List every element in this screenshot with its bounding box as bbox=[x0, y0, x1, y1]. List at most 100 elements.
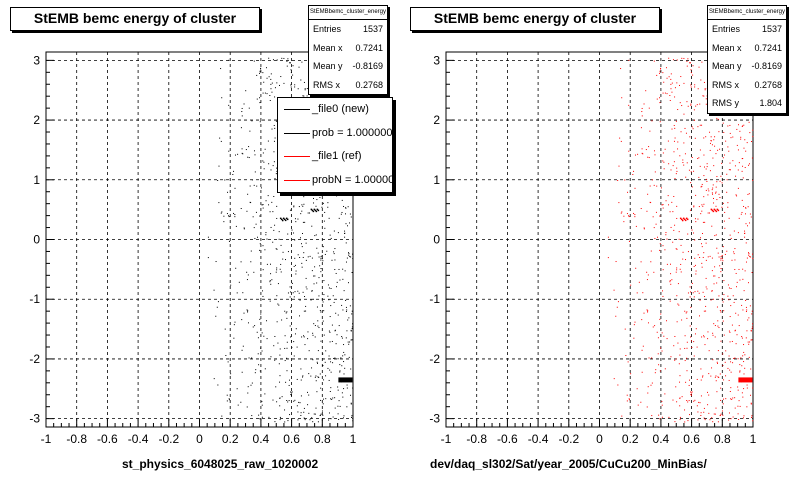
data-point bbox=[303, 335, 305, 337]
data-point bbox=[287, 58, 289, 60]
data-point bbox=[256, 74, 258, 76]
data-point bbox=[316, 282, 318, 284]
data-point bbox=[729, 331, 731, 333]
data-point bbox=[223, 221, 225, 223]
data-point bbox=[720, 255, 722, 257]
data-point bbox=[714, 235, 716, 237]
data-point bbox=[696, 346, 698, 348]
data-point bbox=[684, 409, 686, 411]
data-point bbox=[693, 400, 695, 402]
data-point bbox=[709, 149, 711, 151]
data-point bbox=[341, 304, 343, 306]
data-point bbox=[717, 421, 719, 423]
data-point bbox=[287, 292, 289, 294]
data-point bbox=[654, 325, 656, 327]
hot-spot-dot bbox=[684, 219, 687, 222]
data-point bbox=[303, 95, 305, 97]
data-point bbox=[721, 298, 723, 300]
data-point bbox=[646, 279, 648, 281]
data-point bbox=[349, 394, 351, 396]
data-point bbox=[717, 350, 719, 352]
data-point bbox=[262, 295, 264, 297]
data-point bbox=[710, 140, 712, 142]
data-point bbox=[295, 221, 297, 223]
data-point bbox=[744, 167, 746, 169]
data-point bbox=[352, 323, 354, 325]
data-point bbox=[286, 347, 288, 349]
data-point bbox=[739, 279, 741, 281]
data-point bbox=[216, 306, 218, 308]
data-point bbox=[247, 386, 249, 388]
data-point bbox=[316, 306, 318, 308]
data-point bbox=[260, 347, 262, 349]
data-point bbox=[737, 405, 739, 407]
data-point bbox=[280, 263, 282, 265]
data-point bbox=[653, 271, 655, 273]
data-point bbox=[276, 267, 278, 269]
data-point bbox=[626, 400, 628, 402]
data-point bbox=[259, 318, 261, 320]
data-point bbox=[698, 206, 700, 208]
data-point bbox=[297, 254, 299, 256]
data-point bbox=[731, 398, 733, 400]
data-point bbox=[316, 362, 318, 364]
data-point bbox=[312, 332, 314, 334]
data-point bbox=[300, 213, 302, 215]
data-point bbox=[634, 214, 636, 216]
data-point bbox=[684, 421, 686, 423]
data-point bbox=[697, 158, 699, 160]
data-point bbox=[670, 226, 672, 228]
data-point bbox=[248, 357, 250, 359]
hot-spot-dot bbox=[682, 217, 685, 220]
data-point bbox=[254, 372, 256, 374]
data-point bbox=[694, 84, 696, 86]
data-point bbox=[276, 269, 278, 271]
data-point bbox=[683, 113, 685, 115]
data-point bbox=[290, 69, 292, 71]
data-point bbox=[286, 357, 288, 359]
data-point bbox=[654, 171, 656, 173]
data-point bbox=[713, 165, 715, 167]
data-point bbox=[698, 176, 700, 178]
data-point bbox=[747, 341, 749, 343]
data-point bbox=[751, 339, 753, 341]
data-point bbox=[661, 204, 663, 206]
data-point bbox=[246, 406, 248, 408]
x-tick-label: 0 bbox=[196, 432, 203, 446]
data-point bbox=[246, 309, 248, 311]
data-point bbox=[237, 153, 239, 155]
data-point bbox=[297, 88, 299, 90]
data-point bbox=[223, 215, 225, 217]
data-point bbox=[645, 90, 647, 92]
data-point bbox=[276, 401, 278, 403]
data-point bbox=[666, 320, 668, 322]
data-point bbox=[277, 283, 279, 285]
data-point bbox=[679, 397, 681, 399]
data-point bbox=[251, 120, 253, 122]
data-point bbox=[648, 157, 650, 159]
data-point bbox=[259, 370, 261, 372]
data-point bbox=[666, 263, 668, 265]
data-point bbox=[330, 361, 332, 363]
data-point bbox=[751, 328, 753, 330]
data-point bbox=[276, 248, 278, 250]
data-point bbox=[252, 326, 254, 328]
data-point bbox=[251, 357, 253, 359]
data-point bbox=[636, 388, 638, 390]
data-point bbox=[659, 370, 661, 372]
data-point bbox=[344, 367, 346, 369]
data-point bbox=[221, 97, 223, 99]
data-point bbox=[335, 286, 337, 288]
data-point bbox=[253, 227, 255, 229]
data-point bbox=[255, 211, 257, 213]
data-point bbox=[256, 98, 258, 100]
data-point bbox=[689, 286, 691, 288]
data-point bbox=[681, 396, 683, 398]
data-point bbox=[703, 154, 705, 156]
data-point bbox=[744, 232, 746, 234]
data-point bbox=[641, 148, 643, 150]
data-point bbox=[269, 280, 271, 282]
data-point bbox=[302, 221, 304, 223]
data-point bbox=[671, 279, 673, 281]
data-point bbox=[316, 247, 318, 249]
